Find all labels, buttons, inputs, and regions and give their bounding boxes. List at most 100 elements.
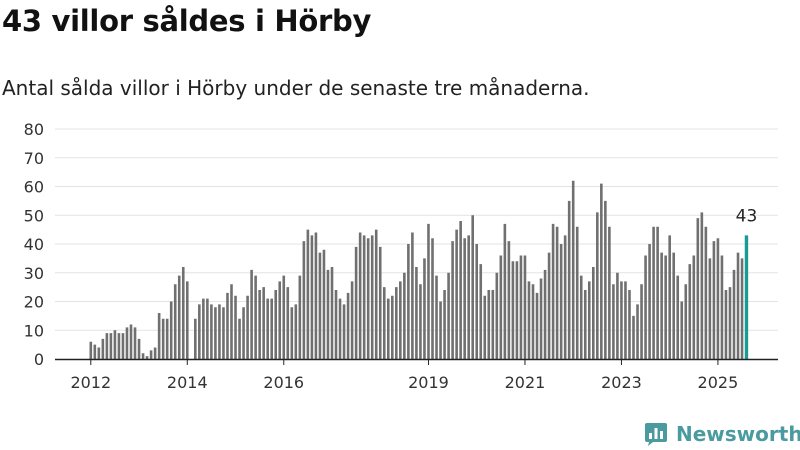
bar [362,235,366,360]
bar [286,287,290,360]
bar [571,180,575,359]
bar [230,284,233,359]
bar [636,304,639,360]
chart-bars [89,180,749,360]
bar [113,330,117,359]
y-tick-label: 60 [24,178,44,197]
bar [423,258,426,360]
bar [117,333,121,360]
bar [660,252,663,360]
bar [555,226,559,359]
y-tick-label: 50 [24,206,44,225]
bar [716,238,720,359]
bar [563,235,567,360]
bar [519,255,523,359]
bar [431,238,434,359]
bar [214,307,217,359]
bar [89,341,93,359]
x-tick-label: 2014 [167,373,208,392]
bar [109,333,113,360]
bar [137,338,141,360]
bar [157,313,161,359]
bar [334,290,338,359]
bar [587,281,591,360]
bar [194,318,197,359]
bar [551,223,555,360]
y-tick-label: 80 [24,120,44,139]
bar [254,275,257,360]
bar-highlight [744,235,749,360]
bar [330,267,334,359]
bar [314,232,318,359]
bar [455,229,458,360]
bar [499,255,503,359]
bar [145,356,149,360]
bar [600,183,603,360]
bar [740,258,744,360]
bar [648,244,651,359]
bar [684,284,688,359]
bar [624,281,627,360]
bar [246,295,249,359]
bar [656,226,659,359]
bar [672,252,675,360]
bar [527,281,531,360]
bar [680,301,684,359]
bar [644,255,647,359]
bar [708,258,712,360]
bar [487,290,491,359]
bar [206,298,209,360]
bar [238,318,241,359]
bar [302,241,306,360]
bar [439,301,442,359]
bar [177,275,181,360]
bar [403,272,406,359]
bar [161,318,165,359]
bar [366,238,370,359]
bar [547,252,551,360]
bar [515,261,519,359]
bar [326,269,330,360]
bar [475,244,479,359]
bar [692,255,696,359]
bar [732,269,736,360]
bar [503,223,507,360]
bar [451,241,454,360]
bar [306,229,310,360]
bar [270,298,273,360]
bar [535,292,539,360]
bar [567,200,571,360]
bar [604,200,607,360]
bar [415,267,418,359]
bar [728,287,732,360]
bar [620,281,623,360]
y-tick-label: 0 [34,350,44,369]
bar [664,255,667,359]
bar [616,272,619,359]
bar [378,246,382,360]
bar [736,252,740,360]
bar [427,223,430,360]
bar [354,246,358,360]
bar [523,255,527,359]
bar [640,284,643,359]
bar [704,226,708,359]
bar [338,298,342,360]
chart-subtitle: Antal sålda villor i Hörby under de sena… [2,76,590,100]
bar [222,307,225,359]
y-tick-label: 40 [24,235,44,254]
x-tick-label: 2023 [601,373,642,392]
bar [242,307,245,359]
chart-title: 43 villor såldes i Hörby [2,4,372,38]
bar [218,304,221,360]
bar [202,298,205,360]
bar [471,215,474,359]
bar [592,267,595,359]
y-tick-label: 70 [24,149,44,168]
highlight-value-label: 43 [736,206,758,226]
bar [559,244,563,359]
bar [443,290,446,359]
bar [346,292,350,360]
bar [511,261,515,359]
